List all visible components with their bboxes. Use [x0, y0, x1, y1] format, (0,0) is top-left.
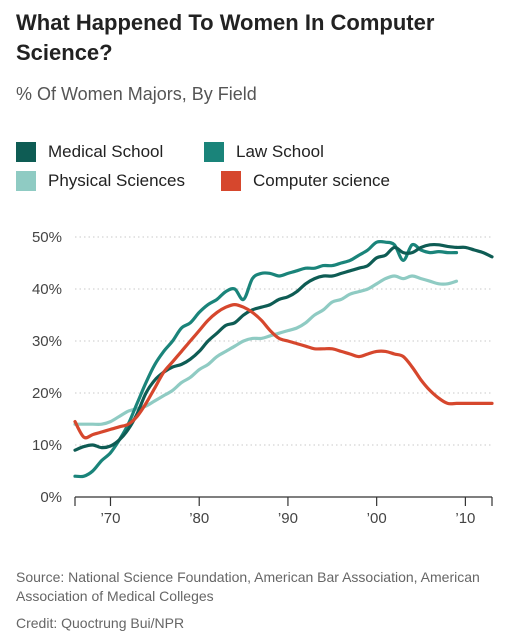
- x-axis: ’70 ’80 ’90 ’00 ’10: [74, 496, 493, 527]
- chart-title: What Happened To Women In Computer Scien…: [16, 10, 435, 65]
- legend-item-computer-science: Computer science: [221, 169, 390, 193]
- series-line-law-school: [73, 239, 459, 479]
- legend-swatch-law-school: [204, 142, 224, 162]
- credit-note: Credit: Quoctrung Bui/NPR: [16, 615, 185, 631]
- x-tick-label: ’10: [455, 510, 475, 527]
- y-tick-label: 30%: [32, 333, 62, 350]
- x-tick-label: ’00: [367, 510, 387, 527]
- legend-swatch-physical-sciences: [16, 171, 36, 191]
- series-line-physical-sciences: [73, 274, 459, 426]
- y-tick-label: 20%: [32, 385, 62, 402]
- series-lines: [73, 239, 494, 479]
- legend-label-law-school: Law School: [236, 142, 324, 161]
- legend-swatch-medical-school: [16, 142, 36, 162]
- x-tick-label: ’80: [189, 510, 209, 527]
- legend-item-physical-sciences: Physical Sciences: [16, 169, 185, 193]
- series-line-computer-science: [73, 303, 494, 440]
- x-tick-label: ’90: [278, 510, 298, 527]
- legend-label-computer-science: Computer science: [253, 171, 391, 190]
- y-axis: 0% 10% 20% 30% 40% 50%: [32, 229, 62, 506]
- legend-item-law-school: Law School: [204, 140, 324, 164]
- y-tick-label: 10%: [32, 437, 62, 454]
- legend-item-medical-school: Medical School: [16, 140, 163, 164]
- line-chart: 0% 10% 20% 30% 40% 50% ’70 ’80 ’90 ’00 ’10: [32, 229, 494, 527]
- legend-label-medical-school: Medical School: [48, 142, 164, 161]
- chart-subtitle: % Of Women Majors, By Field: [16, 84, 257, 104]
- series-line-medical-school: [73, 242, 494, 452]
- y-tick-label: 50%: [32, 229, 62, 246]
- legend: Medical School Law School Physical Scien…: [16, 140, 496, 200]
- legend-swatch-computer-science: [221, 171, 241, 191]
- x-tick-label: ’70: [100, 510, 120, 527]
- y-tick-label: 0%: [40, 489, 62, 506]
- source-note: Source: National Science Foundation, Ame…: [16, 569, 480, 604]
- y-tick-label: 40%: [32, 281, 62, 298]
- legend-label-physical-sciences: Physical Sciences: [48, 171, 186, 190]
